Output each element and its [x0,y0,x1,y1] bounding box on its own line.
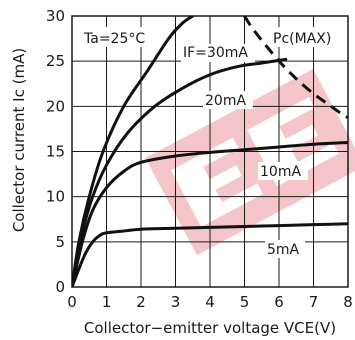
x-tick-label: 8 [343,293,353,311]
series-line [72,57,288,287]
series-line [72,16,195,287]
y-axis-label: Collector current Ic (mA) [10,48,28,232]
x-tick-label: 7 [309,293,319,311]
pc-max-label: Pc(MAX) [273,31,331,47]
x-tick-label: 1 [102,293,112,311]
x-axis-label: Collector−emitter voltage VCE(V) [84,319,336,337]
pc-max-curve [243,16,348,119]
y-tick-label: 10 [46,188,65,206]
series-label-30ma: IF=30mA [183,45,248,61]
series-label-bg-30 [181,44,255,62]
curves [72,16,348,287]
x-tick-label: 4 [205,293,215,311]
y-tick-label: 15 [46,143,65,161]
x-tick-label: 2 [136,293,146,311]
series-label-bg-10 [258,162,308,180]
y-tick-labels: 0 5 10 15 20 25 30 [46,7,65,296]
pc-max-label-bg [270,27,342,47]
series-label-10ma: 10mA [260,164,301,180]
y-tick-label: 0 [55,278,65,296]
x-tick-labels: 0 1 2 3 4 5 6 7 8 [67,293,353,311]
plot-frame [71,15,349,288]
series-label-5ma: 5mA [267,242,300,258]
series-label-bg-5 [265,240,305,258]
x-tick-label: 5 [240,293,250,311]
x-tick-label: 6 [274,293,284,311]
y-tick-label: 5 [55,233,65,251]
x-tick-label: 3 [171,293,181,311]
series-label-20ma: 20mA [205,93,246,109]
y-tick-label: 20 [46,97,65,115]
series-line [72,140,348,287]
series-label-bg-20 [203,91,253,109]
y-tick-label: 30 [46,7,65,25]
series-line [72,222,348,287]
condition-label-bg [80,27,160,47]
y-tick-label: 25 [46,52,65,70]
condition-label: Ta=25°C [83,31,145,47]
x-tick-label: 0 [67,293,77,311]
